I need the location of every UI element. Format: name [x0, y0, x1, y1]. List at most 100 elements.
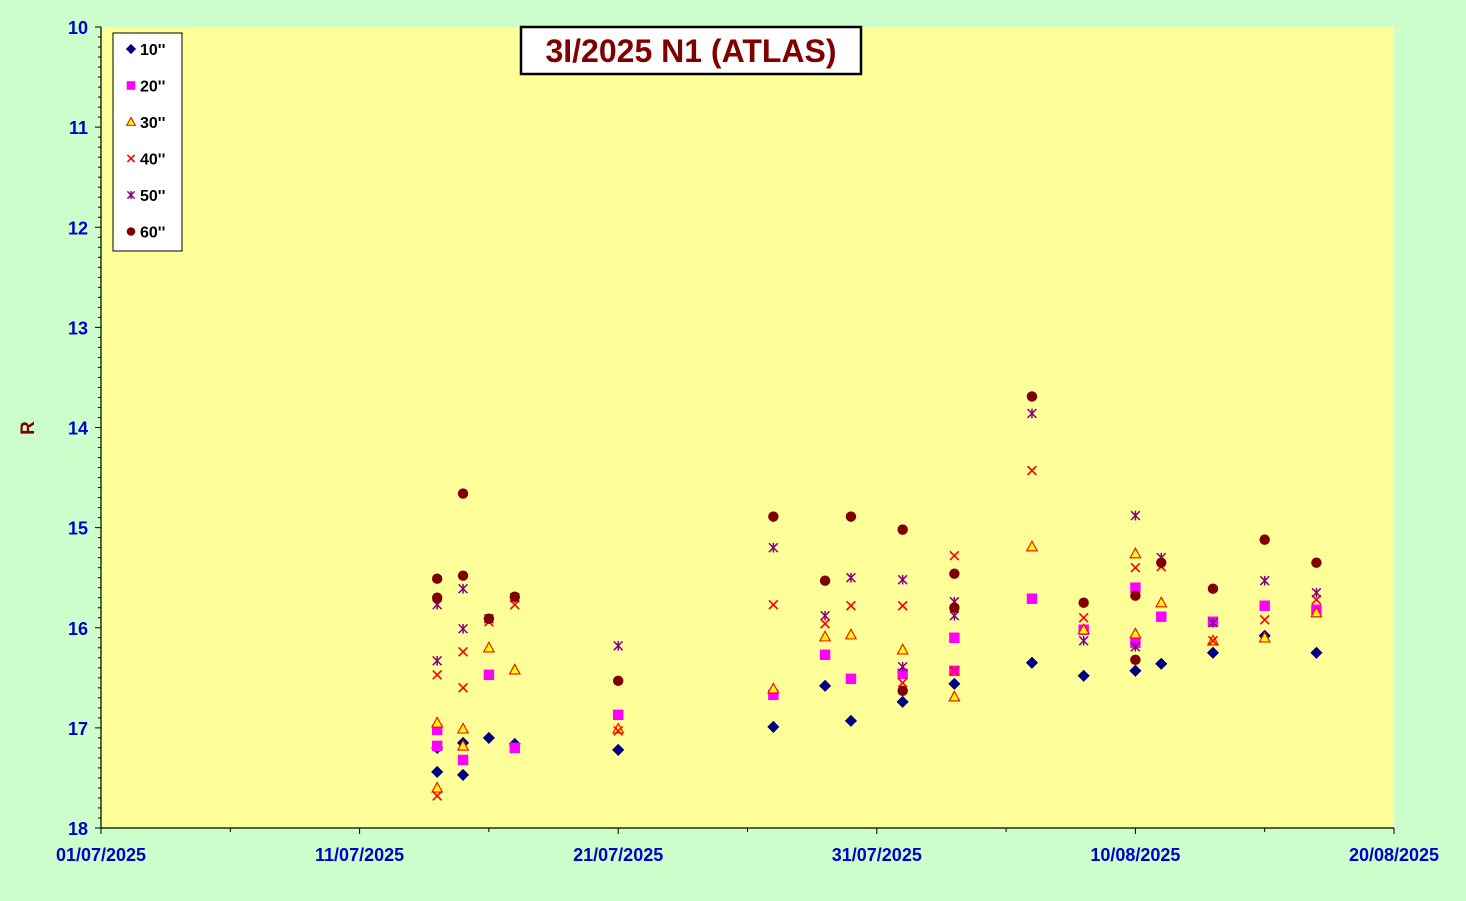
data-point-s3-4: [456, 739, 470, 751]
data-point-s6-13: [949, 568, 960, 579]
data-point-s5-9: [820, 610, 831, 621]
data-point-s6-21: [1259, 534, 1270, 545]
data-point-s6-15: [1026, 391, 1038, 402]
data-point-s1-17: [1206, 646, 1220, 659]
data-point-s2-13: [1026, 593, 1038, 604]
data-point-s1-11: [896, 695, 909, 708]
plot-area: [101, 27, 1394, 828]
x-tick-label: 11/07/2025: [315, 845, 404, 865]
legend-marker: [126, 227, 136, 236]
data-point-s5-1: [432, 655, 443, 666]
data-point-s2-5: [509, 742, 520, 754]
data-point-s6-12: [897, 685, 908, 697]
data-point-s4-20: [1259, 614, 1270, 625]
data-point-s1-16: [1155, 657, 1168, 670]
legend-item: 10'': [125, 42, 165, 59]
data-point-s3-14: [1077, 623, 1090, 635]
x-tick-label: 20/08/2025: [1349, 845, 1439, 865]
data-point-s2-1: [431, 724, 443, 736]
y-tick-label: 16: [68, 619, 88, 639]
data-point-s5-20: [1208, 617, 1218, 628]
data-point-s2-2: [431, 740, 443, 752]
data-point-s6-14: [949, 602, 960, 613]
legend-marker: [126, 154, 136, 163]
legend-marker: [125, 43, 137, 55]
data-point-s6-3: [457, 488, 469, 499]
data-point-s4-10: [845, 600, 856, 611]
data-point-s3-5: [482, 641, 496, 653]
y-tick-label: 10: [68, 18, 88, 38]
data-point-s2-4: [483, 669, 495, 681]
data-point-s1-5: [482, 731, 495, 744]
legend-label: 20'': [140, 79, 165, 96]
data-point-s4-3: [458, 646, 469, 657]
y-tick-label: 12: [68, 218, 88, 238]
data-point-s3-12: [948, 690, 961, 702]
y-tick-label: 15: [68, 519, 88, 539]
data-point-s4-2: [432, 790, 443, 801]
data-point-s3-2: [431, 781, 444, 793]
legend-item: 20'': [126, 79, 165, 96]
data-point-s5-16: [1078, 635, 1089, 646]
data-point-s4-7: [613, 725, 624, 736]
data-point-s5-4: [458, 623, 468, 634]
y-tick-label: 18: [68, 819, 88, 839]
series-4: [432, 465, 1322, 801]
data-point-s3-17: [1155, 596, 1168, 608]
data-point-s4-8: [768, 599, 779, 610]
legend-item: 30'': [125, 115, 165, 132]
legend-item: 50'': [126, 188, 165, 205]
data-point-s3-19: [1258, 631, 1271, 643]
data-point-s2-6: [612, 709, 624, 721]
data-point-s6-17: [1130, 590, 1141, 601]
legend-item: 60'': [126, 225, 165, 242]
data-point-s3-1: [431, 716, 444, 728]
x-tick-label: 31/07/2025: [832, 845, 922, 865]
y-tick-label: 11: [69, 118, 88, 138]
legend-marker: [125, 116, 137, 126]
chart-title-frame: [519, 25, 863, 76]
data-point-s1-1: [431, 765, 444, 778]
data-point-s1-15: [1129, 664, 1142, 677]
y-tick-label: 13: [68, 318, 88, 338]
data-point-s5-11: [897, 574, 908, 585]
data-point-s3-20: [1310, 606, 1323, 618]
data-point-s5-7: [613, 640, 624, 651]
data-point-s5-21: [1259, 575, 1270, 586]
data-point-s3-16: [1129, 627, 1142, 639]
data-point-s2-9: [845, 673, 857, 685]
legend-marker: [126, 190, 136, 200]
data-point-s3-13: [1025, 539, 1039, 552]
data-point-s4-1: [432, 669, 443, 680]
y-tick-label: 17: [68, 719, 88, 739]
legend-label: 10'': [140, 42, 165, 59]
data-point-s2-19: [1259, 600, 1270, 611]
series-6: [431, 391, 1322, 697]
data-point-s5-22: [1311, 587, 1322, 598]
data-point-s2-11: [949, 632, 960, 643]
data-point-s4-11: [897, 600, 908, 611]
data-point-s1-8: [767, 720, 780, 733]
data-point-s6-10: [845, 511, 857, 522]
data-point-s5-15: [1027, 408, 1037, 419]
data-point-s5-12: [897, 661, 908, 672]
data-point-s6-18: [1130, 654, 1141, 666]
chart-title-box: 3I/2025 N1 (ATLAS): [519, 25, 863, 76]
data-point-s5-8: [768, 542, 779, 553]
data-point-s3-11: [896, 643, 909, 655]
data-point-s3-9: [818, 630, 832, 642]
legend-label: 50'': [140, 188, 165, 205]
data-point-s4-15: [1026, 465, 1037, 476]
data-point-s6-4: [457, 570, 469, 581]
data-point-s6-22: [1311, 557, 1322, 568]
y-ticks: 10 11 12 13 14 15 16 17 18: [68, 18, 101, 839]
data-point-s4-19: [1208, 635, 1218, 646]
data-point-s6-5: [483, 613, 495, 624]
data-point-s3-6: [508, 663, 521, 675]
data-point-s4-14: [949, 665, 960, 676]
markers-layer: [431, 391, 1323, 801]
y-axis-title: R: [18, 421, 39, 435]
data-point-s3-10: [844, 628, 858, 640]
data-point-s2-3: [457, 754, 469, 766]
data-point-s2-7: [768, 689, 779, 701]
